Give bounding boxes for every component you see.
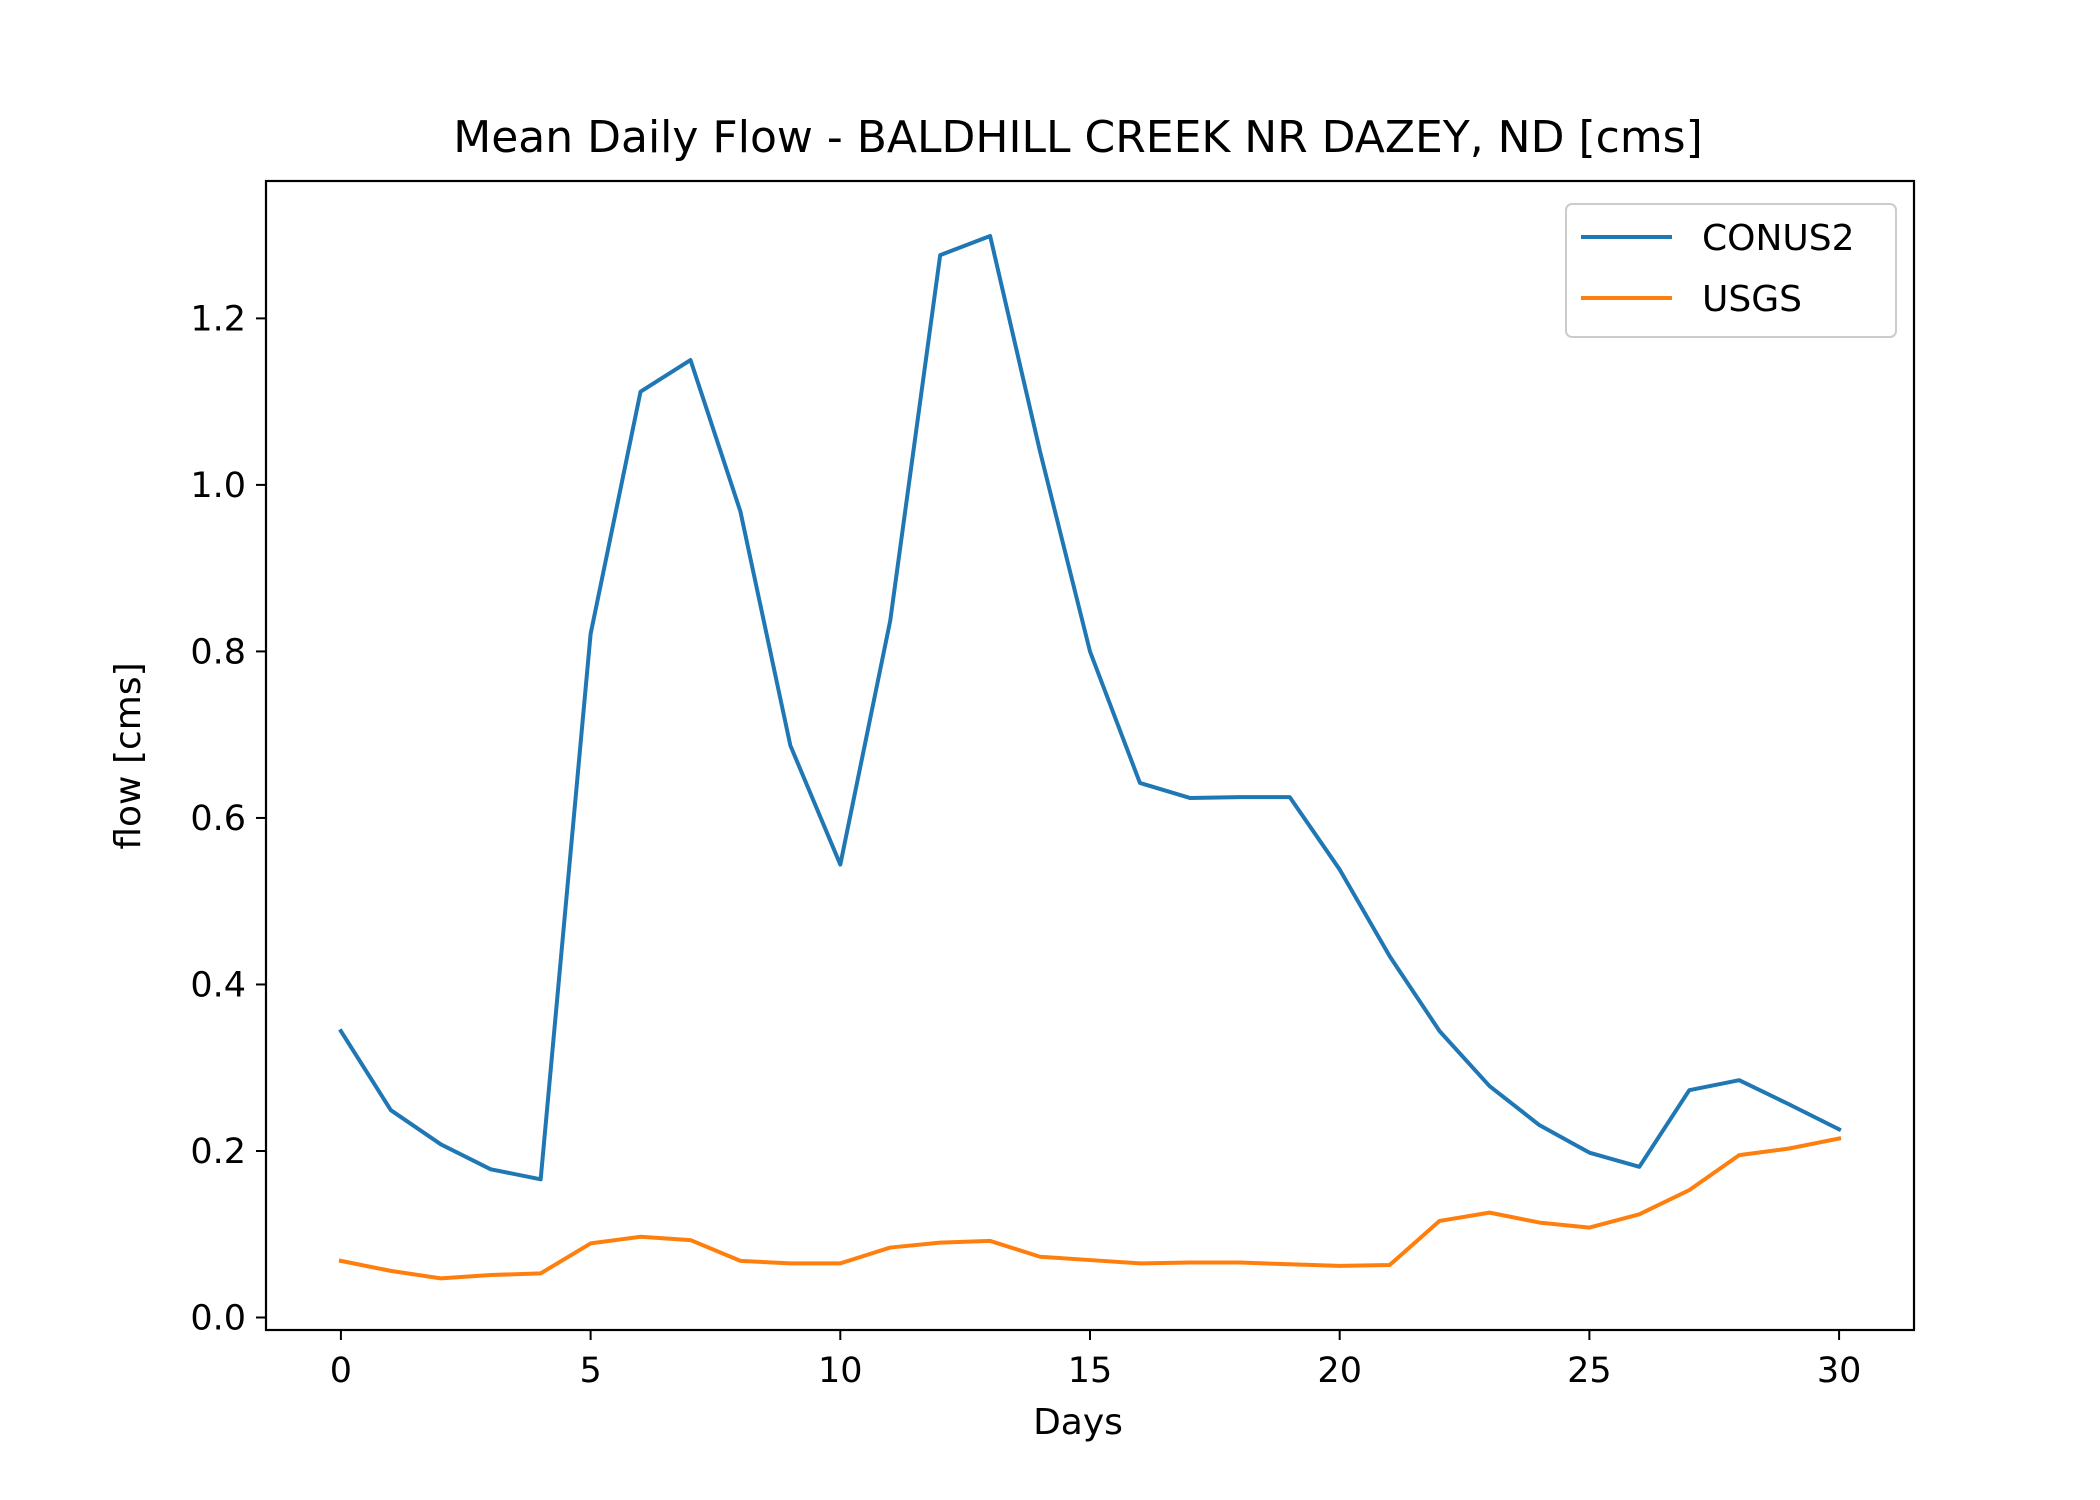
- x-tick-label: 15: [1068, 1351, 1113, 1391]
- series-line-usgs: [338, 1136, 1842, 1281]
- x-tick-label: 5: [579, 1351, 601, 1391]
- x-tick-label: 10: [818, 1351, 863, 1391]
- x-axis: 0 5 10 15 20 25 30: [330, 1330, 1862, 1391]
- x-tick-label: 25: [1567, 1351, 1612, 1391]
- y-tick-label: 0.2: [190, 1132, 246, 1172]
- x-axis-label: Days: [1033, 1402, 1123, 1443]
- y-axis: 0.0 0.2 0.4 0.6 0.8 1.0 1.2: [190, 299, 266, 1339]
- y-axis-label: flow [cms]: [108, 662, 149, 849]
- x-tick-label: 30: [1817, 1351, 1862, 1391]
- y-tick-label: 0.0: [190, 1299, 246, 1339]
- x-tick-label: 20: [1317, 1351, 1362, 1391]
- chart-title: Mean Daily Flow - BALDHILL CREEK NR DAZE…: [453, 112, 1703, 163]
- series-line-conus2: [338, 233, 1842, 1182]
- y-tick-label: 1.0: [190, 466, 246, 506]
- y-tick-label: 0.4: [190, 965, 246, 1005]
- axes-frame: [264, 179, 1916, 1332]
- legend-label: USGS: [1702, 279, 1802, 320]
- y-tick-label: 1.2: [190, 299, 246, 339]
- legend: CONUS2 USGS: [1565, 203, 1897, 338]
- plot-area: [338, 233, 1842, 1281]
- y-tick-label: 0.6: [190, 799, 246, 839]
- y-tick-label: 0.8: [190, 632, 246, 672]
- x-tick-label: 0: [330, 1351, 352, 1391]
- legend-label: CONUS2: [1702, 218, 1855, 259]
